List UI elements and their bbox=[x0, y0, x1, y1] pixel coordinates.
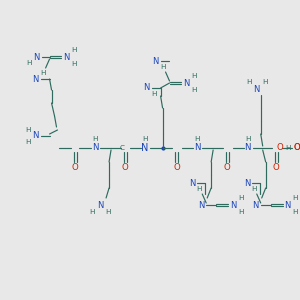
Text: H: H bbox=[92, 136, 98, 142]
Text: O: O bbox=[173, 163, 180, 172]
Text: N: N bbox=[198, 200, 204, 209]
Text: H: H bbox=[26, 60, 32, 66]
Text: H: H bbox=[25, 139, 31, 145]
Text: H: H bbox=[194, 136, 200, 142]
Text: H: H bbox=[238, 209, 244, 215]
Text: N: N bbox=[34, 52, 40, 62]
Text: H: H bbox=[105, 209, 111, 215]
Text: N: N bbox=[97, 200, 103, 209]
Text: O: O bbox=[272, 163, 279, 172]
Text: N: N bbox=[152, 56, 159, 65]
Text: H: H bbox=[151, 91, 156, 97]
Text: N: N bbox=[230, 200, 236, 209]
Text: H: H bbox=[238, 195, 244, 201]
Text: N: N bbox=[253, 200, 259, 209]
Text: N: N bbox=[63, 52, 70, 62]
Text: H: H bbox=[142, 136, 148, 142]
Text: N: N bbox=[284, 200, 291, 209]
Text: N: N bbox=[32, 74, 39, 83]
Text: N: N bbox=[92, 143, 98, 152]
Text: O: O bbox=[293, 143, 300, 152]
Text: H: H bbox=[40, 70, 45, 76]
Text: O: O bbox=[224, 163, 230, 172]
Text: N: N bbox=[254, 85, 260, 94]
Text: H: H bbox=[246, 79, 252, 85]
Text: H: H bbox=[160, 64, 165, 70]
Text: N: N bbox=[189, 178, 196, 188]
Text: O: O bbox=[293, 143, 300, 152]
Text: N: N bbox=[143, 83, 150, 92]
Text: N: N bbox=[183, 79, 190, 88]
Text: C: C bbox=[119, 145, 124, 151]
Text: N: N bbox=[141, 143, 148, 153]
Text: O: O bbox=[122, 163, 128, 172]
Text: H: H bbox=[251, 186, 256, 192]
Text: H: H bbox=[25, 127, 31, 133]
Text: H: H bbox=[89, 209, 95, 215]
Text: H: H bbox=[262, 79, 267, 85]
Text: N: N bbox=[244, 143, 251, 152]
Text: H: H bbox=[245, 136, 250, 142]
Text: H: H bbox=[192, 73, 197, 79]
Text: H: H bbox=[196, 186, 202, 192]
Text: H: H bbox=[286, 145, 291, 151]
Text: H: H bbox=[293, 195, 298, 201]
Text: N: N bbox=[194, 143, 200, 152]
Text: N: N bbox=[244, 178, 250, 188]
Text: H: H bbox=[72, 61, 77, 67]
Text: N: N bbox=[32, 131, 39, 140]
Text: O: O bbox=[276, 143, 283, 152]
Text: H: H bbox=[293, 209, 298, 215]
Text: O: O bbox=[72, 163, 79, 172]
Text: H: H bbox=[192, 87, 197, 93]
Text: H: H bbox=[72, 47, 77, 53]
